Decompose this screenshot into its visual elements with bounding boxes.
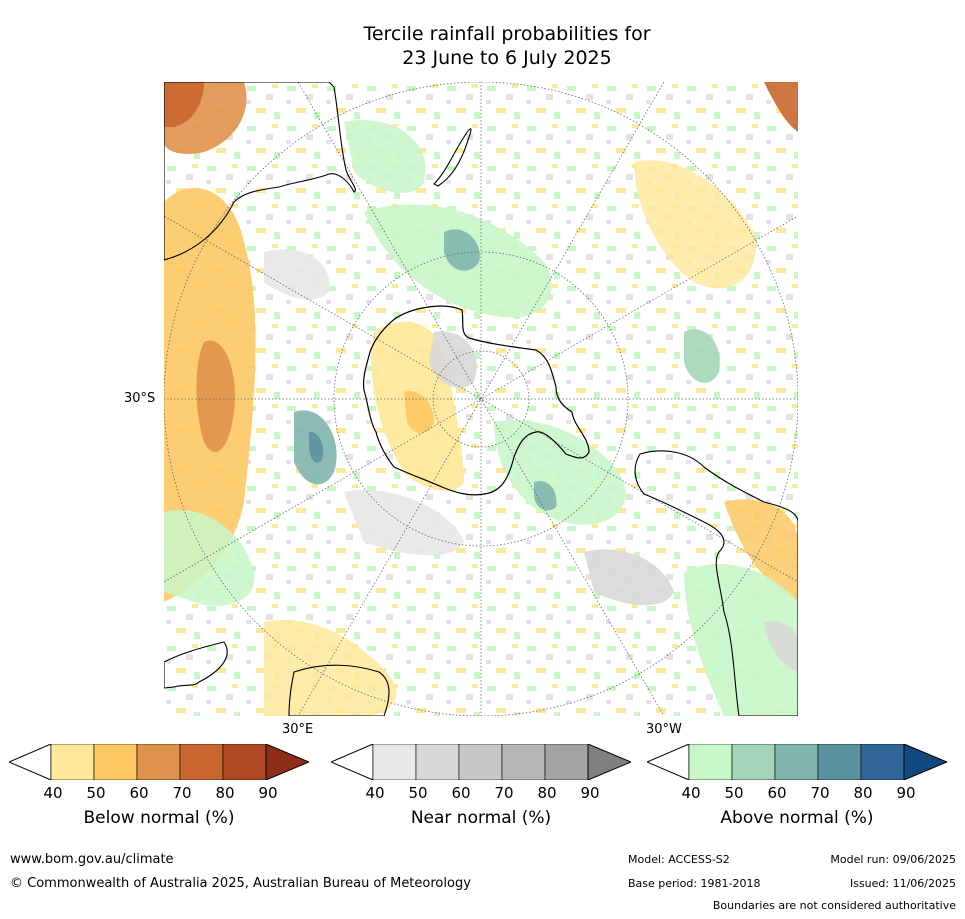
near-tick-60: 60: [451, 784, 471, 802]
colorbar-swatch: [179, 744, 224, 780]
colorbar-swatch: [903, 744, 947, 780]
below-tick-70: 70: [172, 784, 192, 802]
above-tick-80: 80: [853, 784, 873, 802]
colorbar-swatch: [544, 744, 589, 780]
lon-label-30e: 30°E: [282, 722, 314, 737]
colorbar-swatch: [860, 744, 905, 780]
below-tick-80: 80: [215, 784, 235, 802]
colorbar-swatch: [731, 744, 776, 780]
colorbar-swatch: [688, 744, 733, 780]
colorbar-swatch: [372, 744, 417, 780]
colorbar-below-normal: [9, 744, 309, 780]
colorbar-swatch: [647, 744, 690, 780]
near-tick-50: 50: [408, 784, 428, 802]
colorbar-swatch: [136, 744, 181, 780]
colorbar-swatch: [222, 744, 267, 780]
below-normal-areas: [164, 82, 798, 716]
footer-issued: Issued: 11/06/2025: [849, 877, 956, 890]
below-tick-60: 60: [129, 784, 149, 802]
below-tick-50: 50: [86, 784, 106, 802]
near-tick-80: 80: [537, 784, 557, 802]
colorbar-swatch: [331, 744, 374, 780]
colorbar-below-svg: [9, 744, 309, 780]
footer-copyright: © Commonwealth of Australia 2025, Austra…: [10, 876, 471, 891]
below-normal-title: Below normal (%): [83, 808, 235, 828]
title-line-2: 23 June to 6 July 2025: [402, 47, 612, 69]
map-svg: [164, 82, 798, 716]
above-tick-90: 90: [896, 784, 916, 802]
australia-coastline: [164, 82, 356, 261]
graticule: [164, 82, 798, 716]
near-tick-90: 90: [580, 784, 600, 802]
colorbar-swatch: [817, 744, 862, 780]
above-normal-areas: [164, 120, 798, 716]
near-tick-70: 70: [494, 784, 514, 802]
lon-label-30w: 30°W: [646, 722, 682, 737]
above-tick-70: 70: [810, 784, 830, 802]
south-america-coastline: [634, 450, 798, 716]
map-title: Tercile rainfall probabilities for 23 Ju…: [0, 22, 965, 70]
near-normal-title: Near normal (%): [410, 808, 552, 828]
colorbar-swatch: [501, 744, 546, 780]
above-tick-60: 60: [767, 784, 787, 802]
below-tick-90: 90: [258, 784, 278, 802]
footer-model-run: Model run: 09/06/2025: [830, 853, 956, 866]
colorbar-swatch: [774, 744, 819, 780]
colorbar-swatch: [415, 744, 460, 780]
new-zealand-coastline: [433, 128, 472, 187]
footer-disclaimer: Boundaries are not considered authoritat…: [712, 899, 956, 912]
footer-base-period: Base period: 1981-2018: [628, 877, 761, 890]
near-tick-40: 40: [365, 784, 385, 802]
colorbar-swatch: [50, 744, 95, 780]
title-line-1: Tercile rainfall probabilities for: [363, 23, 651, 45]
near-normal-areas: [264, 249, 798, 672]
colorbar-above-normal: [647, 744, 947, 780]
lat-label-30s: 30°S: [124, 391, 156, 406]
above-normal-title: Above normal (%): [720, 808, 874, 828]
colorbar-swatch: [265, 744, 309, 780]
colorbar-swatch: [9, 744, 52, 780]
footer-url: www.bom.gov.au/climate: [10, 852, 174, 867]
colorbar-near-normal: [331, 744, 631, 780]
antarctica-coastline: [362, 305, 590, 496]
colorbar-near-svg: [331, 744, 631, 780]
below-tick-40: 40: [43, 784, 63, 802]
colorbar-swatch: [93, 744, 138, 780]
above-tick-50: 50: [724, 784, 744, 802]
africa-coastline: [164, 641, 390, 716]
above-tick-40: 40: [681, 784, 701, 802]
colorbar-above-svg: [647, 744, 947, 780]
footer-model: Model: ACCESS-S2: [628, 853, 730, 866]
colorbar-swatch: [587, 744, 631, 780]
polar-map: [164, 82, 798, 716]
colorbar-swatch: [458, 744, 503, 780]
